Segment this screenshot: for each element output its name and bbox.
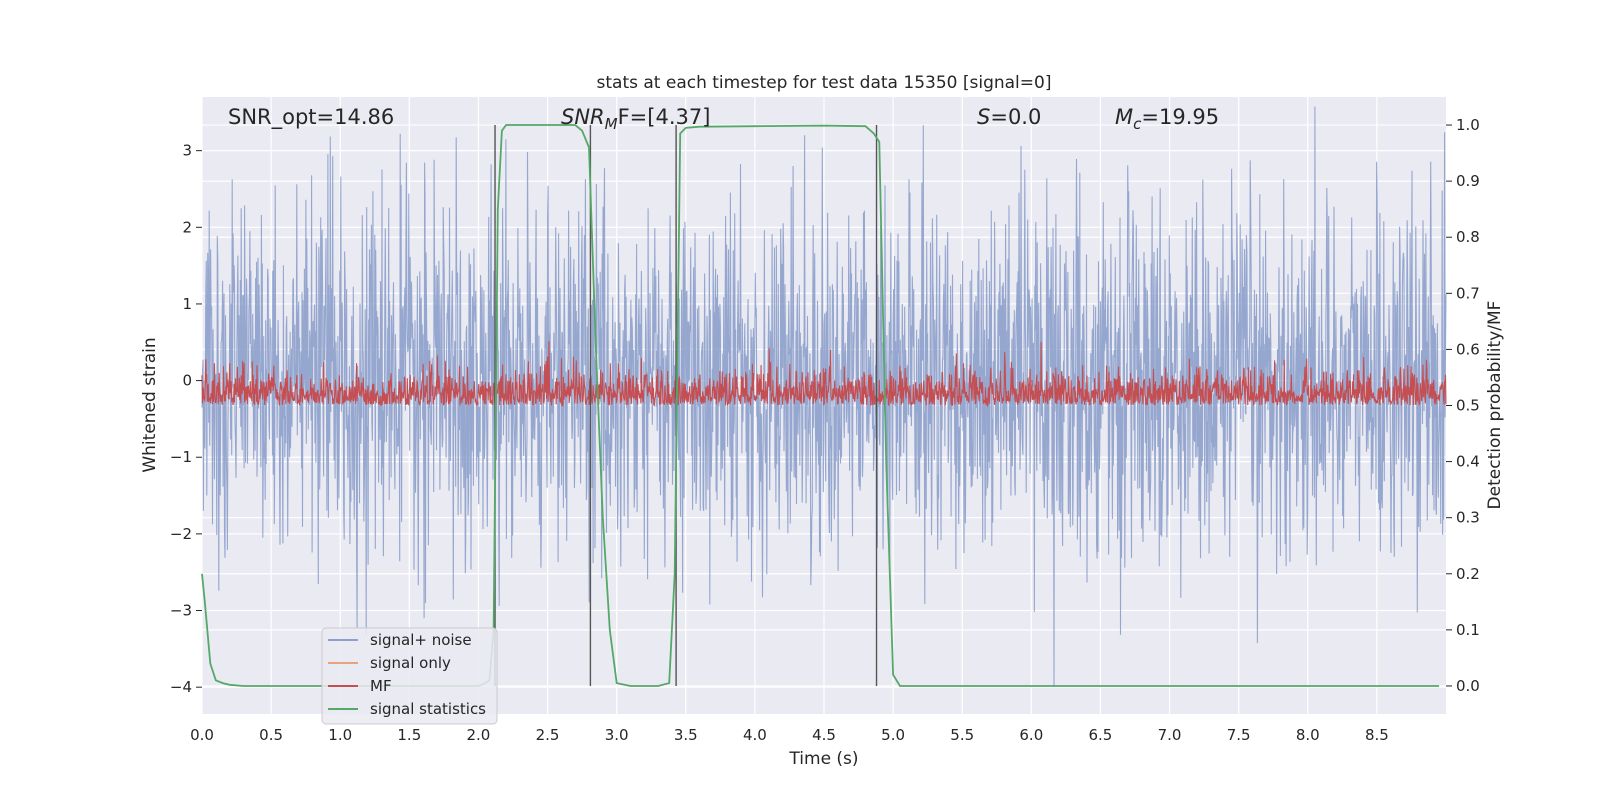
legend-label-mf: MF — [370, 677, 392, 695]
y-axis-left-label: Whitened strain — [140, 337, 160, 472]
x-tick-label: 3.5 — [674, 726, 698, 744]
x-tick-label: 8.0 — [1296, 726, 1320, 744]
y-right-tick-label: 0.9 — [1456, 172, 1480, 190]
y-right-tick-label: 0.1 — [1456, 621, 1480, 639]
y-left-tick-label: 3 — [182, 142, 192, 160]
line-signal-noise — [201, 106, 1447, 688]
x-tick-label: 7.0 — [1158, 726, 1182, 744]
y-right-tick-label: 0.4 — [1456, 453, 1480, 471]
x-tick-label: 1.0 — [328, 726, 352, 744]
x-tick-label: 2.5 — [536, 726, 560, 744]
annotation-snr-mf: SNRMF=[4.37] — [561, 105, 710, 133]
x-tick-label: 6.0 — [1019, 726, 1043, 744]
y-axis-left-ticks: 3 2 1 0 −1 −2 −3 −4 — [170, 142, 202, 696]
series-mf — [201, 341, 1447, 408]
y-right-tick-label: 0.3 — [1456, 509, 1480, 527]
x-tick-label: 8.5 — [1365, 726, 1389, 744]
x-tick-label: 6.5 — [1089, 726, 1113, 744]
annotation-snr-opt: SNR_opt=14.86 — [228, 105, 394, 130]
legend-label-signal-only: signal only — [370, 654, 451, 672]
annotation-mc: Mc=19.95 — [1115, 105, 1219, 133]
y-left-tick-label: 1 — [182, 295, 192, 313]
y-right-tick-label: 0.8 — [1456, 228, 1480, 246]
legend: signal+ noise signal only MF signal stat… — [321, 627, 498, 725]
y-left-tick-label: 2 — [182, 218, 192, 236]
y-left-tick-label: −3 — [170, 602, 192, 620]
series-signal-noise — [201, 106, 1447, 688]
x-tick-label: 5.0 — [881, 726, 905, 744]
y-right-tick-label: 0.7 — [1456, 284, 1480, 302]
legend-label-signal-noise: signal+ noise — [370, 631, 472, 649]
chart-title: stats at each timestep for test data 153… — [597, 73, 1052, 93]
x-tick-label: 0.0 — [190, 726, 214, 744]
x-tick-label: 3.0 — [605, 726, 629, 744]
x-tick-label: 2.0 — [467, 726, 491, 744]
x-tick-label: 4.0 — [743, 726, 767, 744]
legend-box — [321, 627, 498, 725]
annotation-s: S=0.0 — [977, 105, 1041, 129]
x-tick-label: 1.5 — [397, 726, 421, 744]
x-tick-label: 4.5 — [812, 726, 836, 744]
y-right-tick-label: 1.0 — [1456, 116, 1480, 134]
x-axis-label: Time (s) — [788, 749, 858, 769]
x-tick-label: 0.5 — [259, 726, 283, 744]
x-tick-label: 7.5 — [1227, 726, 1251, 744]
y-left-tick-label: −4 — [170, 678, 192, 696]
y-left-tick-label: −2 — [170, 525, 192, 543]
legend-label-signal-statistics: signal statistics — [370, 700, 486, 718]
y-left-tick-label: −1 — [170, 448, 192, 466]
y-right-tick-label: 0.2 — [1456, 565, 1480, 583]
y-right-tick-label: 0.0 — [1456, 677, 1480, 695]
y-right-tick-label: 0.6 — [1456, 340, 1480, 358]
y-axis-right-label: Detection probability/MF — [1485, 301, 1505, 510]
x-axis-ticks: 0.0 0.5 1.0 1.5 2.0 2.5 3.0 3.5 4.0 4.5 5.0 5.5 6.0 6… — [190, 726, 1389, 744]
line-mf — [201, 341, 1447, 408]
x-tick-label: 5.5 — [950, 726, 974, 744]
y-axis-right-ticks: 1.0 0.9 0.8 0.7 0.6 0.5 0.4 0.3 0.2 0.1 0.0 — [1446, 116, 1480, 695]
y-left-tick-label: 0 — [182, 372, 192, 390]
y-right-tick-label: 0.5 — [1456, 397, 1480, 415]
